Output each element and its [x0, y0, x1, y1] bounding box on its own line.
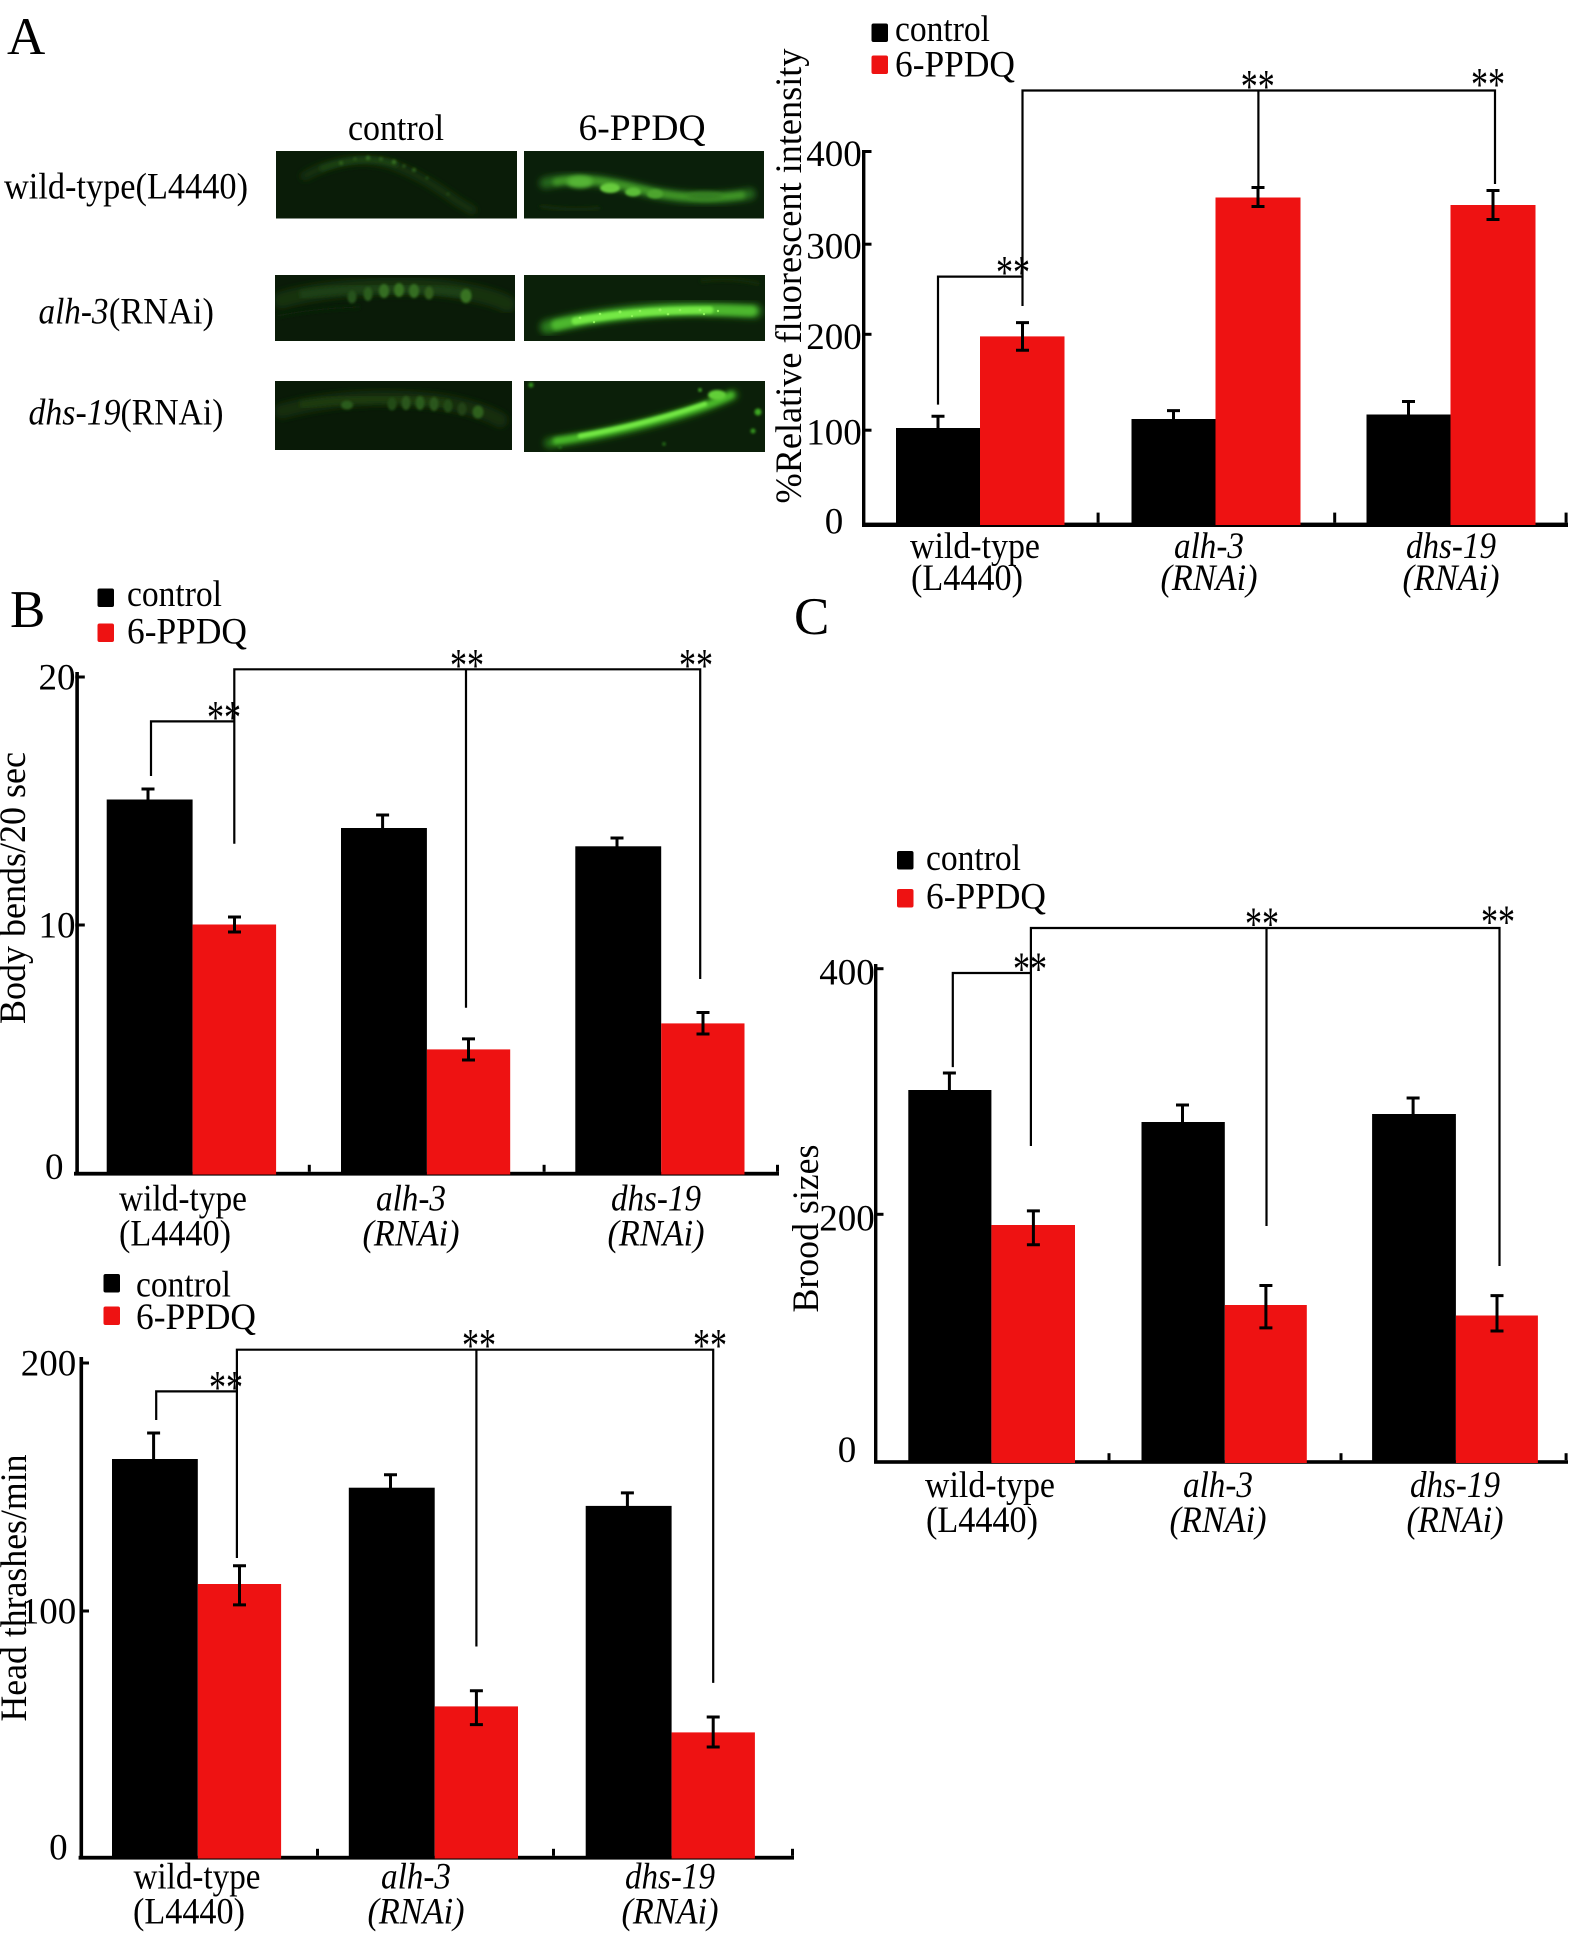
svg-text:control: control — [895, 9, 990, 50]
svg-text:(RNAi): (RNAi) — [363, 1214, 460, 1255]
svg-text:100: 100 — [21, 1592, 77, 1633]
svg-text:alh-3: alh-3 — [39, 292, 109, 333]
svg-text:wild-type: wild-type — [925, 1465, 1055, 1506]
svg-text:**: ** — [1481, 896, 1515, 949]
svg-text:(RNAi): (RNAi) — [1403, 558, 1500, 599]
svg-text:**: ** — [1013, 943, 1047, 996]
svg-text:**: ** — [207, 691, 241, 744]
svg-text:%Relative fluorescent intensit: %Relative fluorescent intensity — [769, 48, 810, 503]
svg-text:400: 400 — [806, 134, 862, 175]
svg-text:wild-type(L4440): wild-type(L4440) — [4, 167, 248, 208]
svg-text:control: control — [348, 108, 444, 149]
svg-text:(RNAi): (RNAi) — [608, 1214, 705, 1255]
svg-text:Body bends/20 sec: Body bends/20 sec — [0, 752, 34, 1024]
svg-text:(RNAi): (RNAi) — [109, 292, 214, 333]
svg-text:**: ** — [679, 639, 713, 692]
svg-text:6-PPDQ: 6-PPDQ — [127, 612, 247, 653]
svg-text:(RNAi): (RNAi) — [368, 1892, 465, 1933]
svg-text:400: 400 — [819, 953, 875, 994]
svg-text:0: 0 — [838, 1430, 857, 1471]
svg-text:Head thrashes/min: Head thrashes/min — [0, 1455, 35, 1722]
svg-text:0: 0 — [49, 1828, 68, 1869]
svg-text:**: ** — [1245, 898, 1279, 951]
svg-text:wild-type: wild-type — [119, 1179, 247, 1220]
svg-text:(RNAi): (RNAi) — [121, 393, 224, 434]
svg-text:dhs-19: dhs-19 — [611, 1179, 701, 1220]
svg-text:(RNAi): (RNAi) — [1407, 1500, 1504, 1541]
svg-text:(RNAi): (RNAi) — [1161, 558, 1258, 599]
svg-text:10: 10 — [39, 906, 76, 947]
svg-text:wild-type: wild-type — [134, 1857, 261, 1898]
svg-text:alh-3: alh-3 — [381, 1857, 451, 1898]
svg-text:control: control — [127, 574, 222, 615]
svg-text:(L4440): (L4440) — [133, 1892, 245, 1933]
svg-text:0: 0 — [825, 502, 844, 543]
svg-text:6-PPDQ: 6-PPDQ — [895, 45, 1015, 86]
svg-text:A: A — [7, 8, 45, 66]
svg-text:**: ** — [1471, 59, 1505, 112]
svg-text:300: 300 — [806, 227, 862, 268]
svg-text:control: control — [136, 1265, 231, 1306]
svg-text:6-PPDQ: 6-PPDQ — [926, 877, 1046, 918]
svg-text:dhs-19: dhs-19 — [1410, 1465, 1500, 1506]
svg-text:**: ** — [209, 1361, 243, 1414]
svg-text:dhs-19: dhs-19 — [1406, 526, 1496, 567]
svg-text:C: C — [794, 588, 829, 646]
svg-text:(RNAi): (RNAi) — [1170, 1500, 1267, 1541]
svg-text:20: 20 — [39, 658, 76, 699]
svg-text:**: ** — [693, 1320, 727, 1373]
svg-text:**: ** — [996, 247, 1030, 300]
svg-text:Brood sizes: Brood sizes — [786, 1145, 827, 1313]
svg-text:B: B — [10, 581, 45, 639]
svg-text:control: control — [926, 838, 1021, 879]
svg-text:**: ** — [450, 639, 484, 692]
svg-text:alh-3: alh-3 — [376, 1179, 446, 1220]
svg-text:6-PPDQ: 6-PPDQ — [136, 1297, 256, 1338]
svg-text:(L4440): (L4440) — [119, 1214, 231, 1255]
svg-text:6-PPDQ: 6-PPDQ — [579, 108, 706, 149]
svg-text:100: 100 — [806, 413, 862, 454]
svg-text:**: ** — [462, 1320, 496, 1373]
svg-text:200: 200 — [806, 317, 862, 358]
svg-text:dhs-19: dhs-19 — [29, 393, 121, 434]
svg-text:200: 200 — [21, 1344, 77, 1385]
svg-text:wild-type: wild-type — [910, 526, 1040, 567]
svg-text:**: ** — [1241, 61, 1275, 114]
svg-text:(L4440): (L4440) — [911, 558, 1023, 599]
svg-text:200: 200 — [819, 1198, 875, 1239]
svg-text:0: 0 — [45, 1147, 64, 1188]
svg-text:dhs-19: dhs-19 — [625, 1857, 715, 1898]
svg-text:alh-3: alh-3 — [1183, 1465, 1253, 1506]
svg-text:(RNAi): (RNAi) — [622, 1892, 719, 1933]
svg-text:alh-3: alh-3 — [1174, 526, 1244, 567]
svg-text:(L4440): (L4440) — [926, 1500, 1038, 1541]
